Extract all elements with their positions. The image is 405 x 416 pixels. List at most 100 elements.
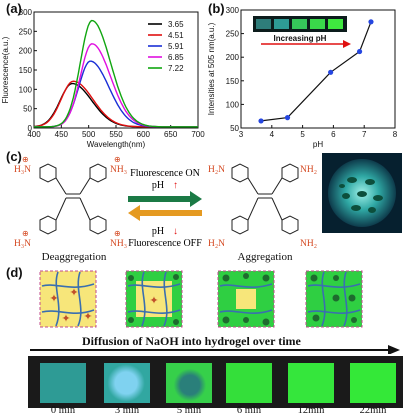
x-tick-label: 400 xyxy=(27,130,41,139)
y-tick-label: 150 xyxy=(226,77,240,86)
time-label-3: 3 min xyxy=(114,405,140,416)
nh2-label-top-right: NH₂ xyxy=(300,165,317,175)
x-tick-label: 500 xyxy=(82,130,96,139)
svg-text:✦: ✦ xyxy=(49,293,58,305)
photo-5min xyxy=(166,363,212,403)
plus-charge-3: ⊕ xyxy=(22,229,29,238)
aggregation-scheme: H₃N NH₃ H₃N NH₃ ⊕ ⊕ ⊕ ⊕ Deaggregation Fl… xyxy=(14,153,402,263)
nh2-label-top-left: H₂N xyxy=(208,165,225,175)
svg-text:✦: ✦ xyxy=(61,313,70,325)
arrow-right-icon xyxy=(388,345,400,354)
arrow-down-icon: ↓ xyxy=(173,226,178,237)
intensity-vs-ph-chart: 3 4 5 6 7 8 50 100 150 200 250 300 pH Intensities at … xyxy=(207,6,398,149)
legend-label: 3.65 xyxy=(168,20,184,29)
x-tick-label: 450 xyxy=(55,130,69,139)
x-tick-label: 4 xyxy=(270,130,275,139)
plus-charge-4: ⊕ xyxy=(114,229,121,238)
arrow-backward-icon xyxy=(128,205,202,221)
svg-text:✦: ✦ xyxy=(149,295,158,307)
photo-12min xyxy=(288,363,334,403)
data-point xyxy=(356,48,363,55)
inset-label: Increasing pH xyxy=(274,34,327,43)
y-tick-label: 50 xyxy=(23,105,32,114)
photo-6min xyxy=(226,363,272,403)
x-tick-label: 8 xyxy=(393,130,398,139)
y-tick-label: 300 xyxy=(226,6,240,15)
nh3-label-top-left: H₃N xyxy=(14,165,31,175)
photo-0min xyxy=(40,363,86,403)
x-tick-label: 6 xyxy=(331,130,336,139)
y-axis-label: Intensities at 505 nm(a.u.) xyxy=(207,22,216,115)
plus-charge-1: ⊕ xyxy=(22,155,29,164)
x-tick-label: 700 xyxy=(191,130,205,139)
svg-text:✦: ✦ xyxy=(69,287,78,299)
data-point xyxy=(284,115,291,121)
legend-label: 4.51 xyxy=(168,31,184,40)
x-axis-label: Wavelength(nm) xyxy=(87,140,146,149)
svg-text:✦: ✦ xyxy=(83,311,92,323)
hydrogel-photo-strip xyxy=(28,356,403,408)
spectrum-line-4.51 xyxy=(33,80,198,128)
photo-3min xyxy=(104,363,150,403)
y-tick-label: 50 xyxy=(230,124,239,133)
nh3-label-bottom-left: H₃N xyxy=(14,239,31,249)
time-label-12: 12min xyxy=(297,405,325,416)
ph-up-label: pH xyxy=(152,180,164,191)
arrow-up-icon: ↑ xyxy=(173,180,178,191)
hydrogel-stage-1 xyxy=(39,270,97,328)
legend-label: 6.85 xyxy=(168,53,184,62)
y-axis-label: Fluorescence(a.u.) xyxy=(1,36,10,103)
y-tick-label: 100 xyxy=(19,85,33,94)
data-point xyxy=(328,69,334,75)
inset-vial xyxy=(292,19,307,29)
plus-charge-2: ⊕ xyxy=(114,155,121,164)
panel-label-b: (b) xyxy=(208,1,225,16)
inset-vial xyxy=(274,19,289,29)
time-label-6: 6 min xyxy=(236,405,262,416)
time-label-22: 22min xyxy=(359,405,387,416)
fluorescence-spectra-chart: 400 450 500 550 600 650 700 0 50 100 150 200 250 300 W… xyxy=(1,8,205,149)
x-tick-label: 5 xyxy=(300,130,305,139)
plot-frame xyxy=(240,9,396,129)
x-tick-label: 600 xyxy=(137,130,151,139)
deaggregation-label: Deaggregation xyxy=(42,251,107,263)
y-tick-label: 200 xyxy=(226,53,240,62)
time-arrow xyxy=(30,345,400,354)
nh3-label-bottom-right: NH₃ xyxy=(110,239,127,249)
y-tick-label: 150 xyxy=(19,66,33,75)
inset-vial xyxy=(328,19,343,29)
x-tick-label: 7 xyxy=(362,130,367,139)
inset-vial xyxy=(256,19,271,29)
panel-label-c: (c) xyxy=(6,149,22,164)
time-label-0: 0 min xyxy=(50,405,76,416)
arrow-forward-icon xyxy=(128,191,202,207)
panel-label-d: (d) xyxy=(6,265,23,280)
y-tick-label: 200 xyxy=(19,47,33,56)
nh3-label-top-right: NH₃ xyxy=(110,165,127,175)
aggregation-label: Aggregation xyxy=(238,251,293,263)
data-point xyxy=(258,118,264,124)
tpe-ammonium-molecule xyxy=(39,163,107,235)
nh2-label-bottom-right: NH₂ xyxy=(300,239,317,249)
fluorescence-on-label: Fluorescence ON xyxy=(130,168,200,179)
diffusion-schematic: ✦ ✦✦✦ ✦ xyxy=(39,270,363,328)
hydrogel-stage-2 xyxy=(125,270,183,328)
fluorescence-off-label: Fluorescence OFF xyxy=(128,238,202,249)
y-tick-label: 250 xyxy=(226,30,240,39)
x-axis-label: pH xyxy=(313,140,323,149)
spectrum-line-7.22 xyxy=(34,19,198,128)
nh2-label-bottom-left: H₂N xyxy=(208,239,225,249)
photo-22min xyxy=(350,363,396,403)
y-tick-label: 0 xyxy=(28,124,33,133)
time-label-5: 5 min xyxy=(176,405,202,416)
legend-label: 5.91 xyxy=(168,42,184,51)
panel-label-a: (a) xyxy=(6,1,22,16)
data-point xyxy=(368,19,374,25)
ph-down-label: pH xyxy=(152,226,164,237)
x-tick-label: 3 xyxy=(239,130,244,139)
x-tick-label: 550 xyxy=(109,130,123,139)
y-tick-label: 100 xyxy=(226,100,240,109)
y-tick-label: 250 xyxy=(19,27,33,36)
x-tick-label: 650 xyxy=(164,130,178,139)
arrow-right-icon xyxy=(343,40,351,48)
